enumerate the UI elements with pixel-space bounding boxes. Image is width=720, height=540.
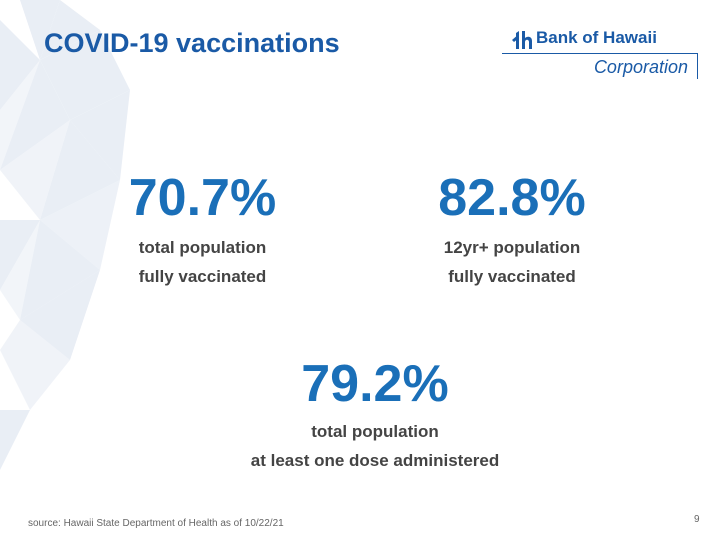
stat-label-line-2: fully vaccinated (448, 267, 576, 286)
bank-of-hawaii-logo: Bank of Hawaii Corporation (502, 28, 698, 80)
stat-total-fully-vaccinated: 70.7% total population fully vaccinated (120, 172, 285, 291)
logo-rule (502, 53, 698, 54)
stat-value: 70.7% (128, 169, 277, 227)
stat-label-line-2: fully vaccinated (138, 267, 267, 286)
stat-at-least-one-dose: 79.2% total population at least one dose… (230, 358, 520, 475)
logo-subtitle: Corporation (593, 57, 688, 77)
stat-value: 82.8% (438, 169, 586, 227)
stat-value: 79.2% (301, 355, 449, 413)
logo-vertical-rule (697, 53, 698, 79)
stat-12yr-fully-vaccinated: 82.8% 12yr+ population fully vaccinated (412, 172, 612, 291)
background-star-pattern (0, 0, 130, 470)
stat-label-line-1: total population (138, 238, 267, 257)
slide-title: COVID-19 vaccinations (44, 28, 340, 58)
bank-of-hawaii-mark-icon (512, 31, 532, 49)
stat-label-line-2: at least one dose administered (250, 451, 500, 470)
page-number: 9 (694, 514, 700, 525)
stat-label-line-1: total population (311, 422, 439, 441)
logo-name: Bank of Hawaii (536, 28, 657, 47)
source-note: source: Hawaii State Department of Healt… (28, 518, 284, 529)
stat-label-line-1: 12yr+ population (443, 238, 581, 257)
